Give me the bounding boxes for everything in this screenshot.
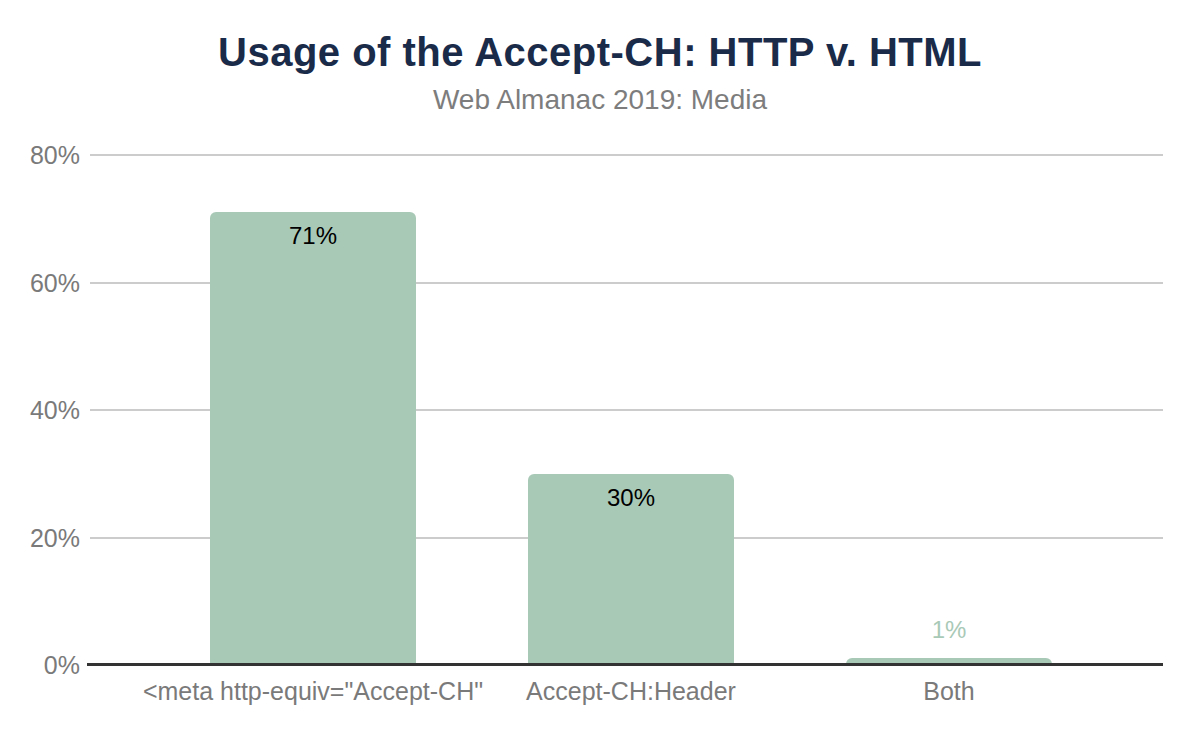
x-axis-baseline	[87, 663, 1163, 666]
gridline	[90, 154, 1163, 156]
x-axis-category-label: Accept-CH:Header	[526, 677, 736, 706]
y-axis-tick-label: 80%	[0, 141, 80, 169]
x-axis-category-label: <meta http-equiv="Accept-CH"	[143, 677, 483, 706]
bar-value-label: 1%	[846, 616, 1052, 644]
y-axis-tick-label: 20%	[0, 524, 80, 552]
y-axis-tick-label: 40%	[0, 396, 80, 424]
bar-value-label: 30%	[528, 484, 734, 512]
bar	[210, 212, 416, 665]
chart-subtitle: Web Almanac 2019: Media	[0, 84, 1200, 116]
plot-area: 0%20%40%60%80%71%<meta http-equiv="Accep…	[90, 155, 1163, 665]
y-axis-tick-label: 0%	[0, 651, 80, 679]
y-axis-tick-label: 60%	[0, 269, 80, 297]
chart-title: Usage of the Accept-CH: HTTP v. HTML	[0, 0, 1200, 74]
x-axis-category-label: Both	[923, 677, 974, 706]
chart-page: Usage of the Accept-CH: HTTP v. HTML Web…	[0, 0, 1200, 742]
bar-value-label: 71%	[210, 222, 416, 250]
